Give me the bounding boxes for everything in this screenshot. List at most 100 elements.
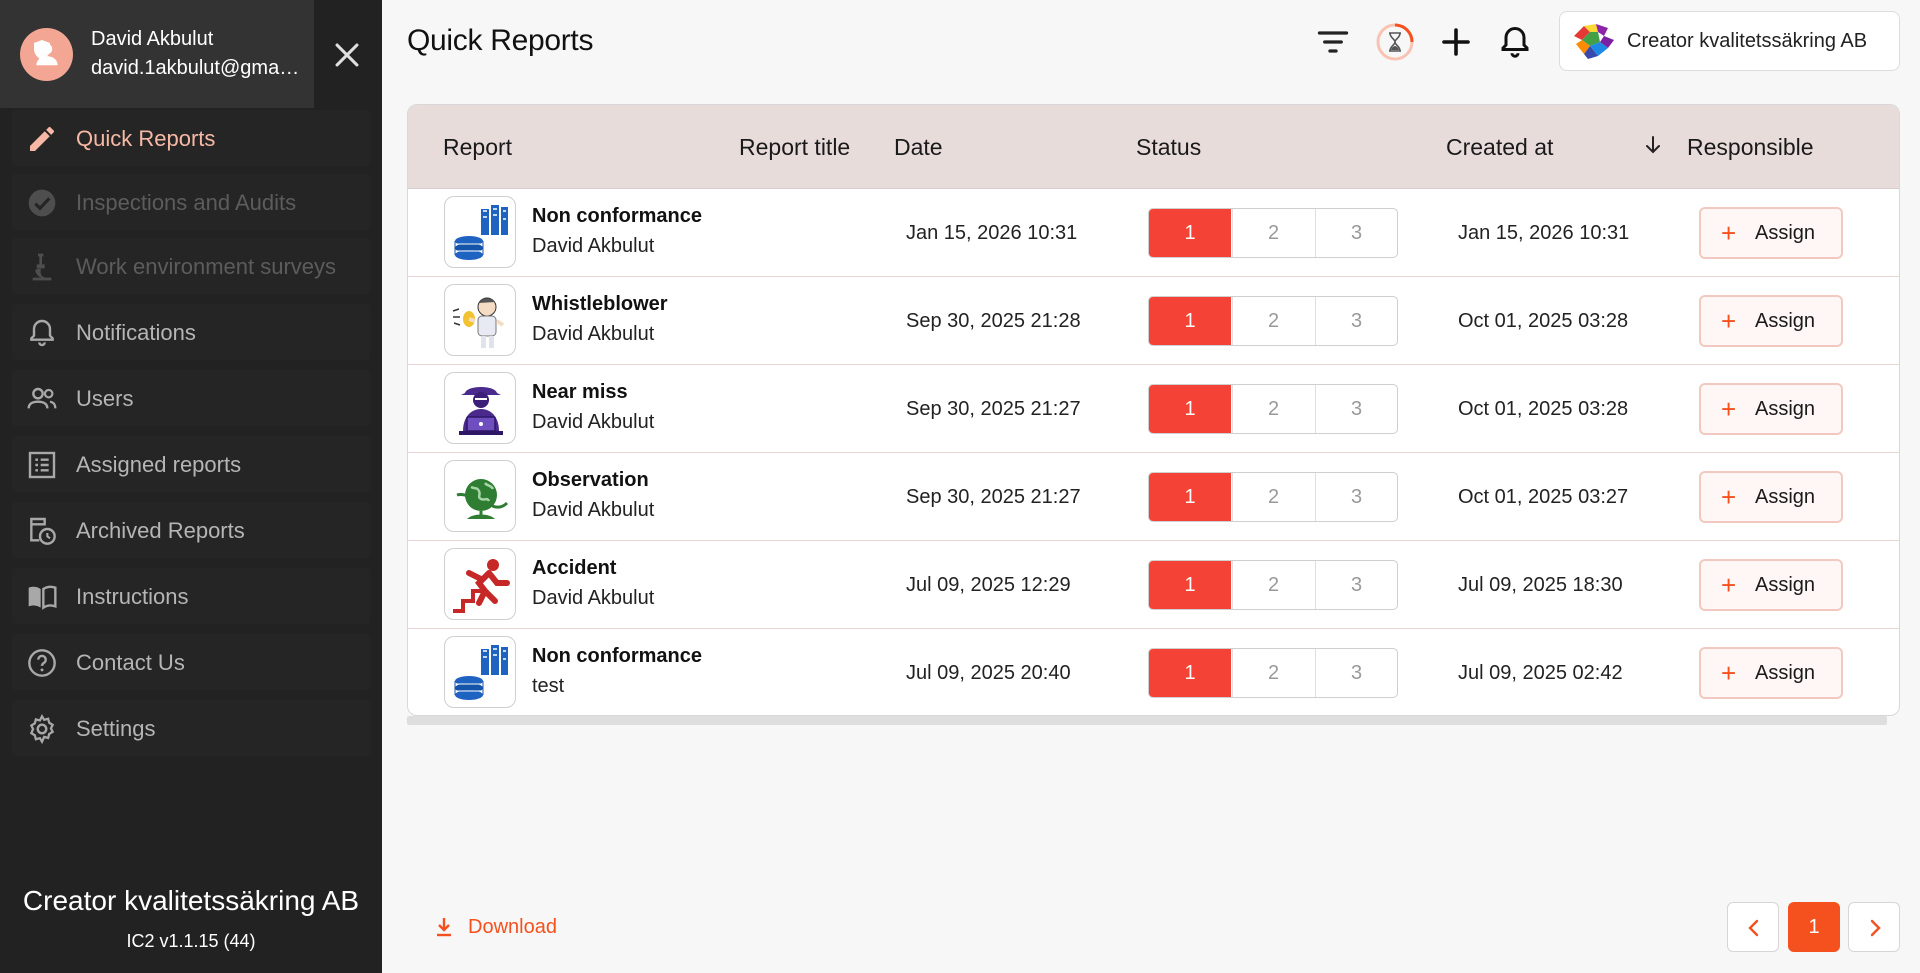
company-selector[interactable]: Creator kvalitetssäkring AB [1559,11,1900,71]
report-created-at: Oct 01, 2025 03:27 [1458,486,1629,508]
next-page-button[interactable] [1848,902,1900,952]
sidebar-item-quick-reports[interactable]: Quick Reports [12,110,370,166]
assign-label: Assign [1755,486,1816,508]
report-author: David Akbulut [532,587,655,609]
table-row[interactable]: Near miss David Akbulut Sep 30, 2025 21:… [408,365,1899,453]
report-date: Sep 30, 2025 21:27 [906,398,1081,420]
assign-label: Assign [1755,662,1816,684]
sidebar-item-inspections[interactable]: Inspections and Audits [12,174,370,230]
status-step-1[interactable]: 1 [1149,473,1231,521]
bell-icon[interactable] [1497,24,1533,60]
reports-table: Report Report title Date Status Created … [407,104,1900,716]
table-row[interactable]: Accident David Akbulut Jul 09, 2025 12:2… [408,541,1899,629]
status-step-2[interactable]: 2 [1232,385,1314,433]
sidebar-item-label: Users [76,386,134,411]
horizontal-scrollbar[interactable] [407,716,1887,725]
assign-button[interactable]: + Assign [1699,471,1843,523]
status-step-2[interactable]: 2 [1232,209,1314,257]
sort-descending-icon[interactable] [1641,133,1665,157]
current-page[interactable]: 1 [1788,902,1840,952]
sidebar-item-work-environment[interactable]: Work environment surveys [12,238,370,294]
sidebar-item-label: Contact Us [76,650,185,675]
sidebar-item-label: Notifications [76,320,196,345]
sidebar-item-archived-reports[interactable]: Archived Reports [12,502,370,558]
table-row[interactable]: Whistleblower David Akbulut Sep 30, 2025… [408,277,1899,365]
report-type: Non conformance [532,645,703,667]
assign-button[interactable]: + Assign [1699,295,1843,347]
user-email: david.1akbulut@gmail.com [91,57,301,79]
status-step-1[interactable]: 1 [1149,649,1231,697]
assign-label: Assign [1755,222,1816,244]
hourglass-icon[interactable] [1374,21,1416,63]
status-step-1[interactable]: 1 [1149,561,1231,609]
non-conformance-icon [444,196,516,268]
filter-icon[interactable] [1315,24,1351,60]
list-icon [28,451,56,479]
column-header-status[interactable]: Status [1136,134,1202,160]
status-step-3[interactable]: 3 [1315,297,1397,345]
sidebar-item-assigned-reports[interactable]: Assigned reports [12,436,370,492]
assign-button[interactable]: + Assign [1699,559,1843,611]
status-step-3[interactable]: 3 [1315,561,1397,609]
table-row[interactable]: Observation David Akbulut Sep 30, 2025 2… [408,453,1899,541]
avatar [20,28,73,81]
report-date: Jul 09, 2025 12:29 [906,574,1071,596]
assign-label: Assign [1755,398,1816,420]
previous-page-button[interactable] [1727,902,1779,952]
sidebar-item-settings[interactable]: Settings [12,700,370,756]
status-step-3[interactable]: 3 [1315,385,1397,433]
status-step-1[interactable]: 1 [1149,297,1231,345]
shield-icon [34,40,50,60]
add-icon[interactable] [1438,24,1474,60]
report-author: David Akbulut [532,411,655,433]
table-row[interactable]: Non conformance David Akbulut Jan 15, 20… [408,189,1899,277]
report-created-at: Jan 15, 2026 10:31 [1458,222,1630,244]
company-logo [1574,24,1614,59]
report-author: David Akbulut [532,235,655,257]
status-stepper: 1 2 3 [1148,648,1398,698]
user-profile[interactable]: David Akbulut david.1akbulut@gmail.com [0,0,314,108]
report-type: Observation [532,469,649,491]
near-miss-icon [444,372,516,444]
sidebar-item-notifications[interactable]: Notifications [12,304,370,360]
status-step-2[interactable]: 2 [1232,561,1314,609]
column-header-report-title[interactable]: Report title [739,134,851,160]
status-step-3[interactable]: 3 [1315,209,1397,257]
status-step-2[interactable]: 2 [1232,649,1314,697]
sidebar-item-instructions[interactable]: Instructions [12,568,370,624]
report-date: Sep 30, 2025 21:28 [906,310,1081,332]
chevron-left-icon [1748,919,1759,937]
status-step-3[interactable]: 3 [1315,473,1397,521]
column-header-created-at[interactable]: Created at [1446,134,1554,160]
status-step-2[interactable]: 2 [1232,473,1314,521]
non-conformance-icon [444,636,516,708]
whistleblower-icon [444,284,516,356]
report-date: Sep 30, 2025 21:27 [906,486,1081,508]
sidebar-item-users[interactable]: Users [12,370,370,426]
assign-button[interactable]: + Assign [1699,207,1843,259]
assign-label: Assign [1755,310,1816,332]
status-step-3[interactable]: 3 [1315,649,1397,697]
table-row[interactable]: Non conformance test Jul 09, 2025 20:40 … [408,629,1899,715]
status-stepper: 1 2 3 [1148,384,1398,434]
status-step-1[interactable]: 1 [1149,385,1231,433]
sidebar-nav: Quick Reports Inspections and Audits Wor… [12,108,370,766]
assign-button[interactable]: + Assign [1699,383,1843,435]
column-header-responsible[interactable]: Responsible [1687,134,1814,160]
plus-icon: + [1721,218,1737,248]
plus-icon: + [1721,482,1737,512]
sidebar-item-label: Inspections and Audits [76,190,297,215]
status-step-1[interactable]: 1 [1149,209,1231,257]
sidebar-item-contact-us[interactable]: Contact Us [12,634,370,690]
app-version: IC2 v1.1.15 (44) [126,931,256,951]
status-stepper: 1 2 3 [1148,472,1398,522]
column-header-report[interactable]: Report [443,134,513,160]
assign-button[interactable]: + Assign [1699,647,1843,699]
status-step-2[interactable]: 2 [1232,297,1314,345]
status-stepper: 1 2 3 [1148,560,1398,610]
column-header-date[interactable]: Date [894,134,943,160]
close-icon[interactable] [330,38,364,72]
report-author: David Akbulut [532,323,655,345]
plus-icon: + [1721,394,1737,424]
download-label: Download [468,916,557,938]
